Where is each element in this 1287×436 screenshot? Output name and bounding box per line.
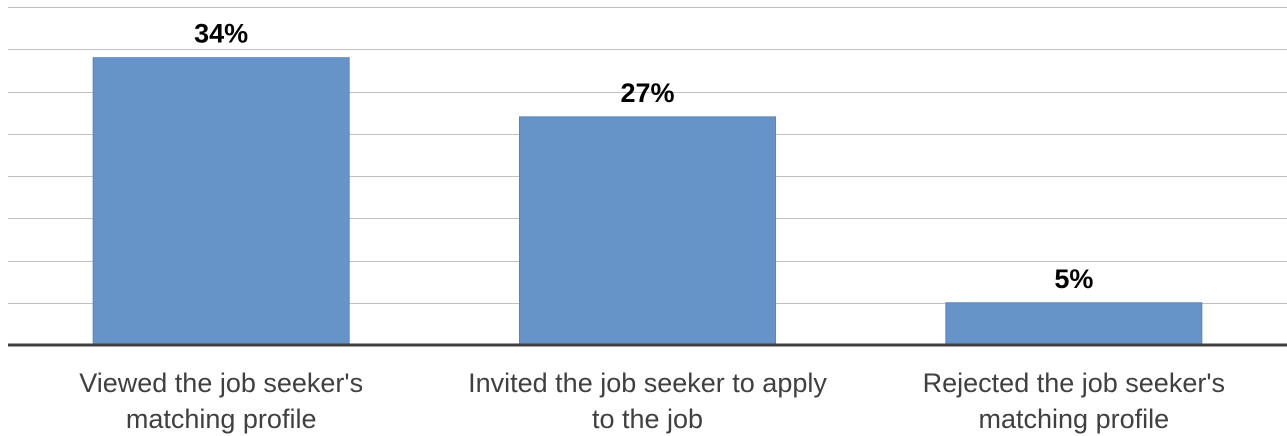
data-label: 34% — [194, 19, 248, 49]
bar — [519, 116, 776, 346]
category-label: Rejected the job seeker's — [923, 368, 1225, 398]
data-label: 5% — [1054, 264, 1093, 294]
data-label: 27% — [620, 78, 674, 108]
category-label: matching profile — [979, 404, 1170, 434]
category-label: matching profile — [126, 404, 317, 434]
category-label: Invited the job seeker to apply — [468, 368, 827, 398]
bar — [92, 57, 350, 346]
category-label: Viewed the job seeker's — [79, 368, 363, 398]
bar — [945, 302, 1203, 346]
category-labels: Viewed the job seeker's matching profile I… — [79, 368, 1225, 434]
category-label: to the job — [592, 404, 703, 434]
data-labels: 34% 27% 5% — [194, 19, 1093, 294]
bars — [92, 57, 1203, 346]
